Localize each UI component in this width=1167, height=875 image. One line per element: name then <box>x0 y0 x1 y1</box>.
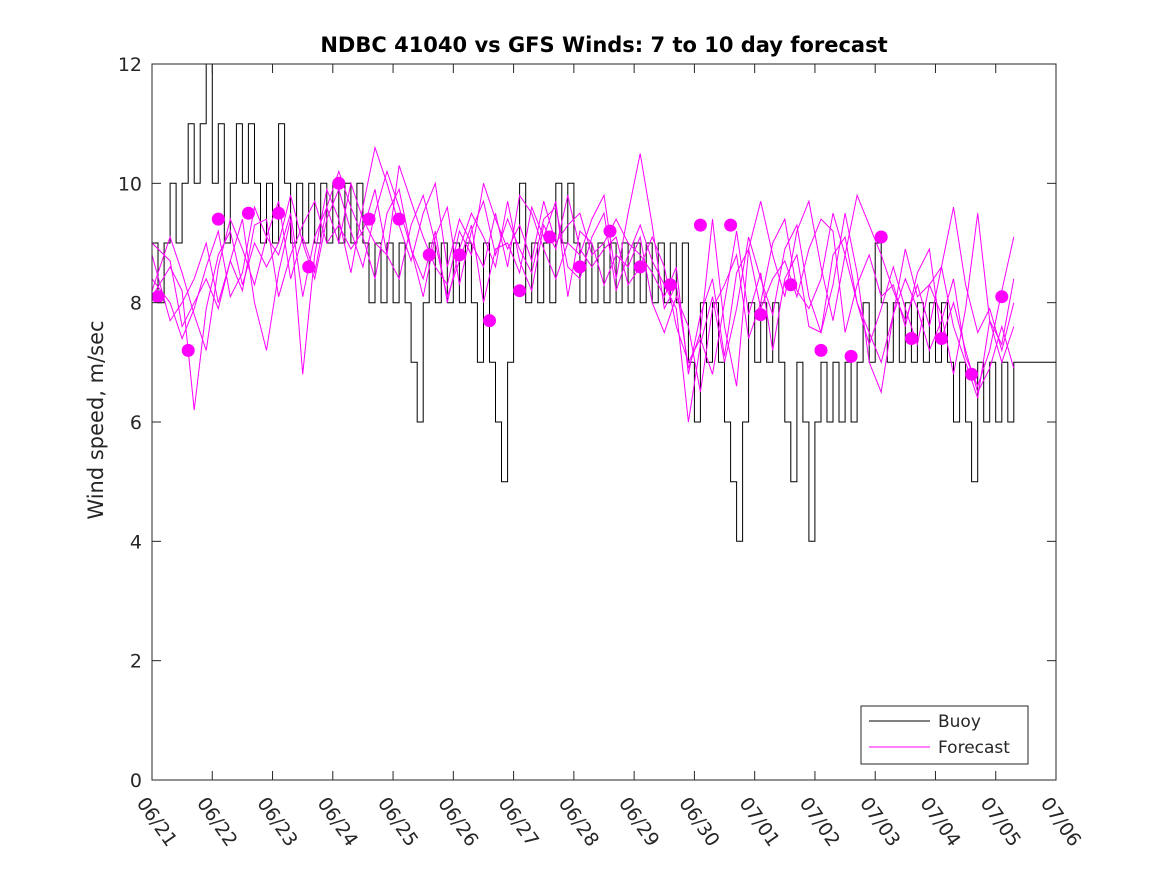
forecast-marker-25 <box>874 230 888 244</box>
forecast-marker-29 <box>995 290 1009 304</box>
forecast-marker-7 <box>332 176 346 190</box>
chart-title: NDBC 41040 vs GFS Winds: 7 to 10 day for… <box>320 33 887 57</box>
forecast-marker-21 <box>754 308 768 322</box>
forecast-series-line-4 <box>152 189 1015 399</box>
forecast-marker-27 <box>935 332 948 345</box>
forecast-marker-3 <box>211 212 225 226</box>
legend-box <box>860 705 1029 765</box>
forecast-marker-1 <box>152 290 165 304</box>
forecast-marker-10 <box>422 248 436 262</box>
y-tick-label: 2 <box>130 651 142 673</box>
forecast-marker-28 <box>965 367 979 381</box>
forecast-marker-24 <box>844 349 858 363</box>
forecast-marker-16 <box>603 224 617 238</box>
forecast-marker-17 <box>633 260 647 274</box>
legend: Buoy Forecast <box>860 705 1029 765</box>
forecast-marker-12 <box>483 314 496 328</box>
forecast-marker-26 <box>904 332 918 345</box>
forecast-marker-2 <box>181 343 195 357</box>
forecast-marker-15 <box>573 260 587 274</box>
forecast-marker-19 <box>693 218 707 232</box>
y-tick-label: 8 <box>130 293 142 315</box>
y-tick-label: 0 <box>130 770 142 792</box>
y-axis-label: Wind speed, m/sec <box>84 320 108 519</box>
legend-buoy-label: Buoy <box>938 712 981 732</box>
forecast-marker-18 <box>663 278 677 292</box>
y-tick-label: 12 <box>118 54 142 76</box>
plot-content <box>152 64 1056 542</box>
y-tick-label: 6 <box>130 412 142 434</box>
y-tick-label: 4 <box>130 531 142 553</box>
forecast-marker-23 <box>814 343 828 357</box>
forecast-marker-9 <box>392 212 406 226</box>
y-tick-label: 10 <box>118 173 142 195</box>
forecast-marker-8 <box>362 212 376 226</box>
forecast-marker-5 <box>272 206 286 220</box>
legend-forecast-label: Forecast <box>938 738 1010 758</box>
forecast-series-line-5 <box>152 169 1015 423</box>
forecast-marker-6 <box>302 260 316 274</box>
forecast-marker-14 <box>543 230 557 244</box>
forecast-marker-11 <box>452 248 466 262</box>
forecast-series-line-2 <box>152 165 1015 394</box>
forecast-marker-20 <box>724 218 738 232</box>
buoy-series-line <box>152 64 1056 542</box>
forecast-marker-4 <box>241 206 255 220</box>
forecast-marker-22 <box>784 278 798 292</box>
forecast-marker-13 <box>513 284 527 298</box>
